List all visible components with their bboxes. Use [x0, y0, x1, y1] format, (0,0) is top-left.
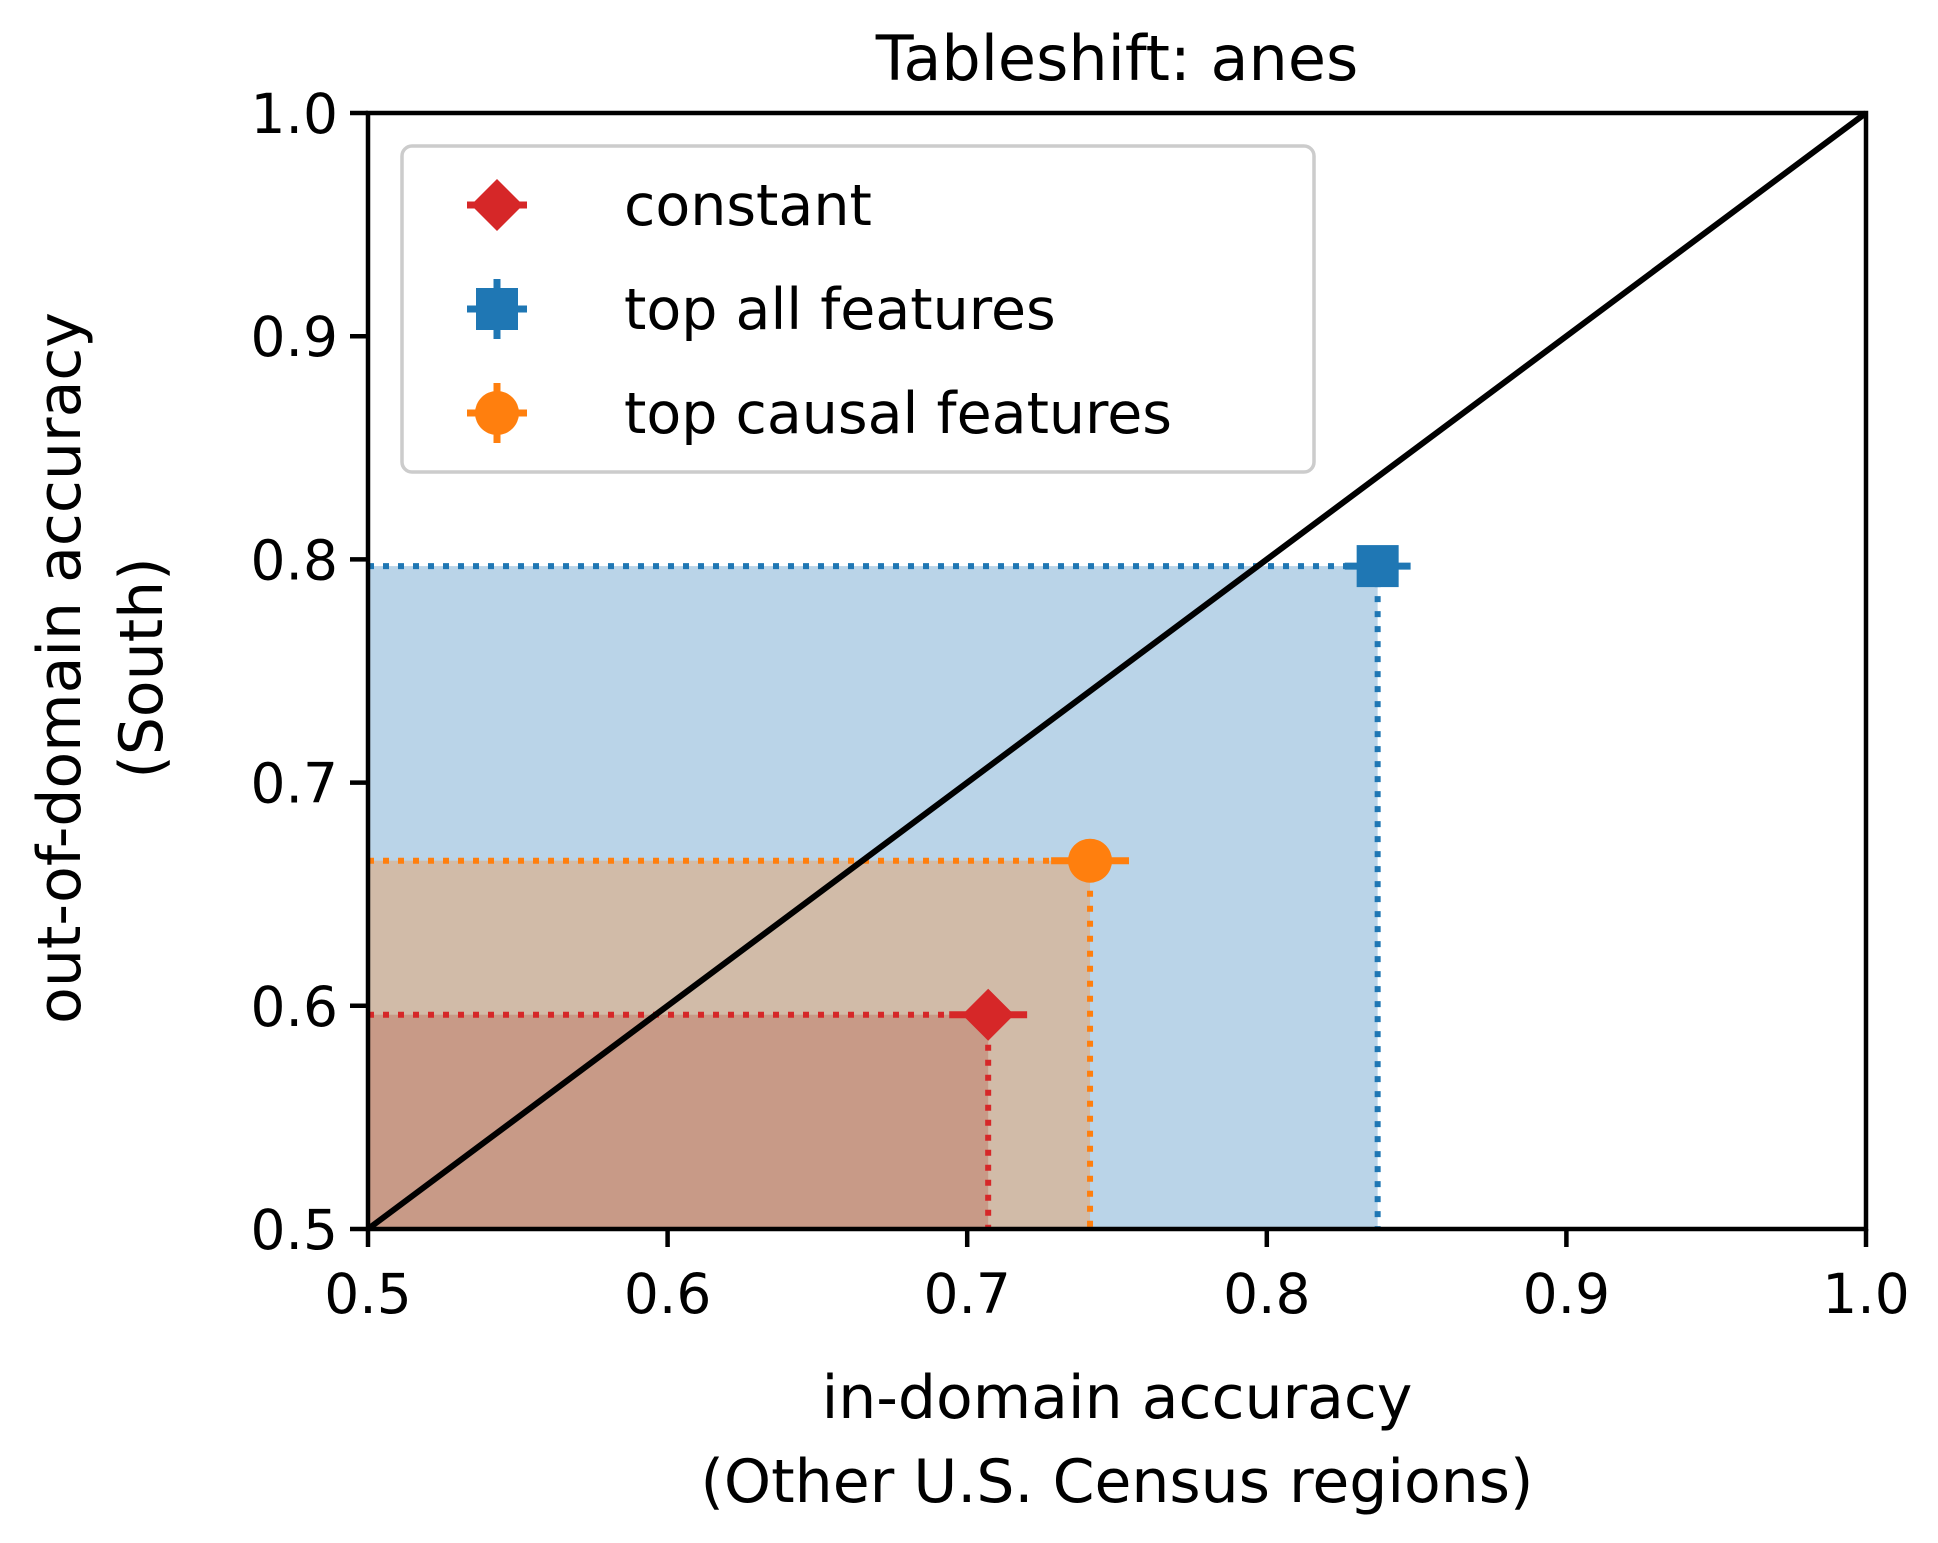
- point-top-causal-features: [1068, 838, 1113, 883]
- legend-marker-top-causal-features: [475, 391, 519, 435]
- y-tick-label: 0.8: [251, 528, 338, 592]
- x-axis-label-line2: (Other U.S. Census regions): [701, 1447, 1534, 1517]
- plot-frame: [365, 110, 1869, 1232]
- x-tick-label: 0.9: [1523, 1262, 1610, 1326]
- legend-label-constant: constant: [624, 173, 872, 239]
- x-tick-label: 0.7: [923, 1262, 1010, 1326]
- data-points: [949, 545, 1411, 1041]
- region-constant: [368, 1014, 989, 1229]
- diagonal-reference-line: [366, 110, 1868, 1232]
- chart-title: Tableshift: anes: [875, 22, 1359, 95]
- y-tick-label: 0.6: [251, 975, 338, 1039]
- legend-marker-constant: [471, 179, 523, 231]
- y-axis-label-line1: out-of-domain accuracy: [25, 312, 95, 1024]
- y-tick-label: 0.7: [251, 752, 338, 816]
- point-constant: [962, 988, 1015, 1041]
- y-tick-label: 0.9: [251, 305, 338, 369]
- plot-regions: [368, 566, 1378, 1229]
- x-tick-label: 0.8: [1223, 1262, 1310, 1326]
- legend: constant top all features top causal featu…: [400, 144, 1316, 474]
- legend-label-top-causal-features: top causal features: [624, 381, 1172, 447]
- x-axis-label-line1: in-domain accuracy: [822, 1363, 1413, 1433]
- point-top-all-features: [1356, 545, 1399, 588]
- legend-marker-top-all-features: [476, 288, 518, 330]
- legend-box: [400, 144, 1316, 474]
- x-tick-label: 0.5: [324, 1262, 411, 1326]
- y-tick-label: 0.5: [251, 1198, 338, 1262]
- y-axis: 0.5 0.6 0.7 0.8 0.9 1.0: [251, 82, 368, 1262]
- y-axis-label-line2: (South): [107, 557, 177, 778]
- x-tick-label: 0.6: [624, 1262, 711, 1326]
- x-axis: 0.5 0.6 0.7 0.8 0.9 1.0: [324, 1229, 1910, 1326]
- y-tick-label: 1.0: [251, 82, 338, 146]
- dotted-guide-lines: [368, 563, 1381, 1229]
- x-tick-label: 1.0: [1822, 1262, 1909, 1326]
- legend-label-top-all-features: top all features: [624, 277, 1056, 343]
